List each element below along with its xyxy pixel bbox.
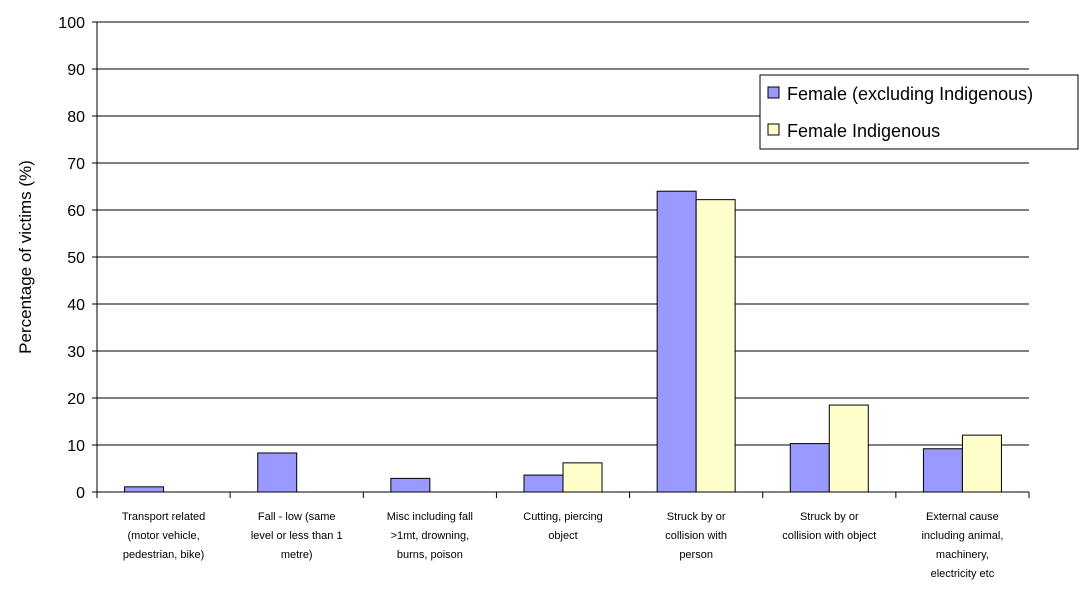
legend-swatch-series-2 [767, 123, 780, 136]
bar-series-1-cat-1 [124, 486, 165, 493]
y-tick-label: 100 [58, 15, 85, 32]
bar-series-1-cat-5 [656, 190, 697, 493]
bar-series-1-cat-4 [523, 474, 564, 493]
bar-series-1-cat-7 [922, 448, 963, 493]
x-category-label: External cause including animal, machinery… [921, 511, 1003, 580]
bar-series-1-cat-2 [257, 452, 298, 493]
legend-label-series-1: Female (excluding Indigenous) [787, 84, 1033, 104]
legend-label-series-2: Female Indigenous [787, 121, 940, 141]
bar-series-1-cat-6 [789, 443, 830, 493]
legend-box [759, 74, 1079, 150]
y-tick-label: 80 [67, 109, 85, 126]
bars [124, 190, 1002, 493]
y-tick-label: 70 [67, 156, 85, 173]
axes [96, 22, 1030, 498]
x-category-label: Struck by or collision with object [782, 511, 876, 542]
x-category-label: Cutting, piercing object [523, 511, 603, 542]
x-axis-categories: Transport related (motor vehicle, pedestri… [122, 511, 1004, 580]
y-tick-label: 60 [67, 203, 85, 220]
y-tick-label: 50 [67, 250, 85, 267]
y-tick-label: 20 [67, 391, 85, 408]
bar-series-2-cat-4 [562, 462, 603, 493]
gridlines [97, 21, 1029, 446]
bar-series-2-cat-5 [695, 199, 736, 493]
bar-series-1-cat-3 [390, 477, 431, 493]
y-axis-ticks: 0 10 20 30 40 50 60 70 80 90 100 [58, 15, 97, 502]
y-tick-label: 30 [67, 344, 85, 361]
bar-series-2-cat-7 [961, 434, 1002, 493]
legend: Female (excluding Indigenous) Female Ind… [759, 74, 1079, 150]
x-category-label: Misc including fall >1mt, drowning, burns,… [387, 511, 473, 561]
y-axis-label: Percentage of victims (%) [16, 160, 35, 354]
y-tick-label: 10 [67, 438, 85, 455]
x-category-label: Transport related (motor vehicle, pedestri… [122, 511, 205, 561]
bar-series-2-cat-6 [828, 404, 869, 493]
y-tick-label: 0 [76, 485, 85, 502]
y-tick-label: 90 [67, 62, 85, 79]
y-tick-label: 40 [67, 297, 85, 314]
x-category-label: Fall - low (same level or less than 1 metr… [251, 511, 343, 561]
legend-swatch-series-1 [767, 86, 780, 99]
x-category-label: Struck by or collision with person [665, 511, 727, 561]
